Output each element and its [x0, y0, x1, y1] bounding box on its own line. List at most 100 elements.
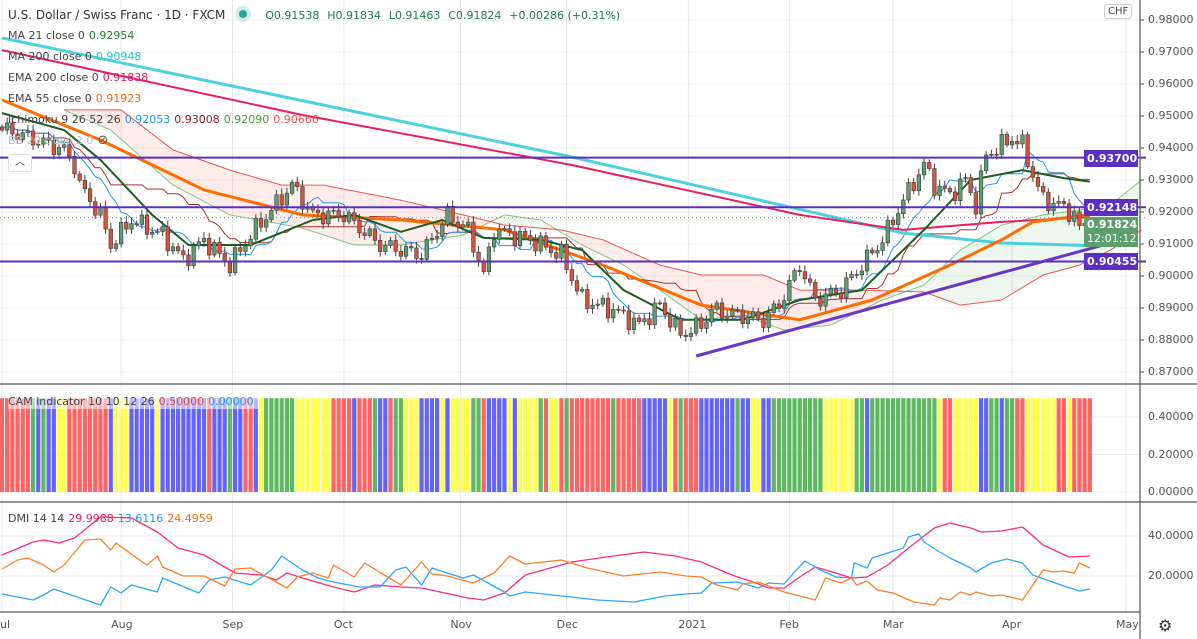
cloud-segment [996, 225, 1002, 301]
candle [424, 239, 429, 260]
cam-bar [207, 398, 212, 492]
cam-bar [150, 398, 155, 492]
horizontal-levels[interactable] [0, 156, 1146, 358]
cam-bar [616, 398, 621, 492]
candle [150, 231, 155, 235]
cam-bar [776, 398, 782, 492]
cam-bar [901, 398, 906, 492]
cam-bar [978, 398, 984, 492]
cam-bar [813, 398, 818, 492]
cam-bar [222, 398, 227, 492]
cam-bar [326, 398, 331, 492]
cam-bar [1020, 398, 1025, 492]
cloud-segment [390, 198, 396, 245]
candle [595, 303, 600, 306]
candle [186, 254, 191, 267]
candle [435, 236, 440, 239]
cloud-segment [250, 176, 256, 220]
candle [611, 308, 616, 319]
ohlc-low: L0.91463 [388, 9, 441, 22]
cam-bar [25, 398, 30, 492]
cam-bar [621, 398, 626, 492]
cloud-segment [162, 141, 168, 181]
cam-indicator-bars [0, 398, 1092, 492]
cam-bar [460, 398, 466, 492]
cloud-segment [1038, 214, 1044, 279]
legend-ema55[interactable]: EMA 55 close 0 0.91923 [8, 92, 145, 106]
level-price-tag[interactable]: 0.92148 [1084, 199, 1138, 217]
candle [284, 192, 290, 206]
cam-bar [885, 398, 890, 492]
cam-bar [253, 398, 258, 492]
legend-ma21[interactable]: MA 21 close 0 0.92954 [8, 29, 138, 43]
cam-bar [1072, 398, 1077, 492]
candle [694, 317, 699, 334]
legend-cam[interactable]: CAM indicator 10 10 12 26 0.50000 0.00000 [8, 395, 258, 409]
candle [818, 297, 823, 307]
collapse-legend-button[interactable]: ︿ [8, 154, 32, 172]
currency-button[interactable]: CHF [1104, 4, 1133, 19]
cam-bar [72, 398, 77, 492]
ma200-line [1, 36, 1090, 248]
cloud-segment [198, 159, 205, 202]
ichimoku-conversion: 0.92053 [124, 113, 171, 126]
candle [616, 308, 621, 311]
cam-bar [1035, 398, 1041, 492]
cam-bar [67, 398, 72, 492]
candle [968, 177, 973, 193]
cam-bar [383, 398, 388, 492]
cam-bar [170, 398, 176, 492]
cam-bar [725, 398, 730, 492]
cam-bar [1087, 398, 1092, 492]
candle [574, 280, 580, 292]
price-tick-label: 0.91000 [1148, 237, 1194, 250]
legend-dmi[interactable]: DMI 14 14 29.9988 13.6116 24.4959 [8, 512, 217, 526]
legend-ma200[interactable]: MA 200 close 0 0.90948 [8, 50, 145, 64]
hidden-eye-icon[interactable]: ⊘ [97, 133, 109, 148]
level-price-tag[interactable]: 0.93700 [1084, 149, 1138, 167]
cam-bar [315, 398, 321, 492]
cam-bar [782, 398, 787, 492]
cam-bar [1025, 398, 1030, 492]
time-axis-label: Oct [333, 618, 353, 631]
cam-bar [740, 398, 745, 492]
cam-bar [30, 398, 36, 492]
cloud-segment [84, 109, 91, 122]
candle [455, 221, 460, 228]
cloud-segment [758, 275, 764, 323]
candle [393, 240, 398, 252]
cloud-segment [913, 286, 919, 292]
cloud-segment [892, 291, 899, 297]
cloud-segment [690, 272, 697, 317]
candle [885, 219, 890, 244]
cam-bar [647, 398, 652, 492]
cam-bar [766, 398, 771, 492]
cloud-segment [613, 244, 619, 263]
cam-bar [134, 398, 139, 492]
cloud-segment [1022, 218, 1028, 288]
candle [725, 315, 730, 319]
settings-gear-icon[interactable]: ⚙ [1158, 616, 1173, 635]
cloud-segment [970, 240, 976, 304]
cam-bar [704, 398, 709, 492]
legend-bb[interactable]: BB 20 close 2 0 ⊘ [8, 134, 112, 148]
bar-countdown: 12:01:12 [1087, 231, 1137, 245]
time-axis-label: Aug [111, 618, 133, 631]
cam-bar [973, 398, 978, 492]
price-tick-label: 0.87000 [1148, 365, 1194, 378]
cloud-segment [654, 262, 660, 291]
legend-ichimoku[interactable]: Ichimoku 9 26 52 26 0.92053 0.93008 0.92090… [8, 113, 323, 127]
level-price-tag[interactable]: 0.90455 [1084, 253, 1138, 271]
cam-bar [435, 398, 440, 492]
candle [108, 228, 113, 249]
cloud-segment [685, 271, 691, 313]
candle [56, 147, 62, 155]
cloud-segment [545, 223, 552, 230]
time-axis-label: Apr [1002, 618, 1022, 631]
legend-ema200[interactable]: EMA 200 close 0 0.91838 [8, 71, 152, 85]
cam-bar [51, 398, 56, 492]
symbol-title[interactable]: U.S. Dollar / Swiss Franc · 1D · FXCM [8, 8, 226, 22]
cam-bar [295, 398, 300, 492]
